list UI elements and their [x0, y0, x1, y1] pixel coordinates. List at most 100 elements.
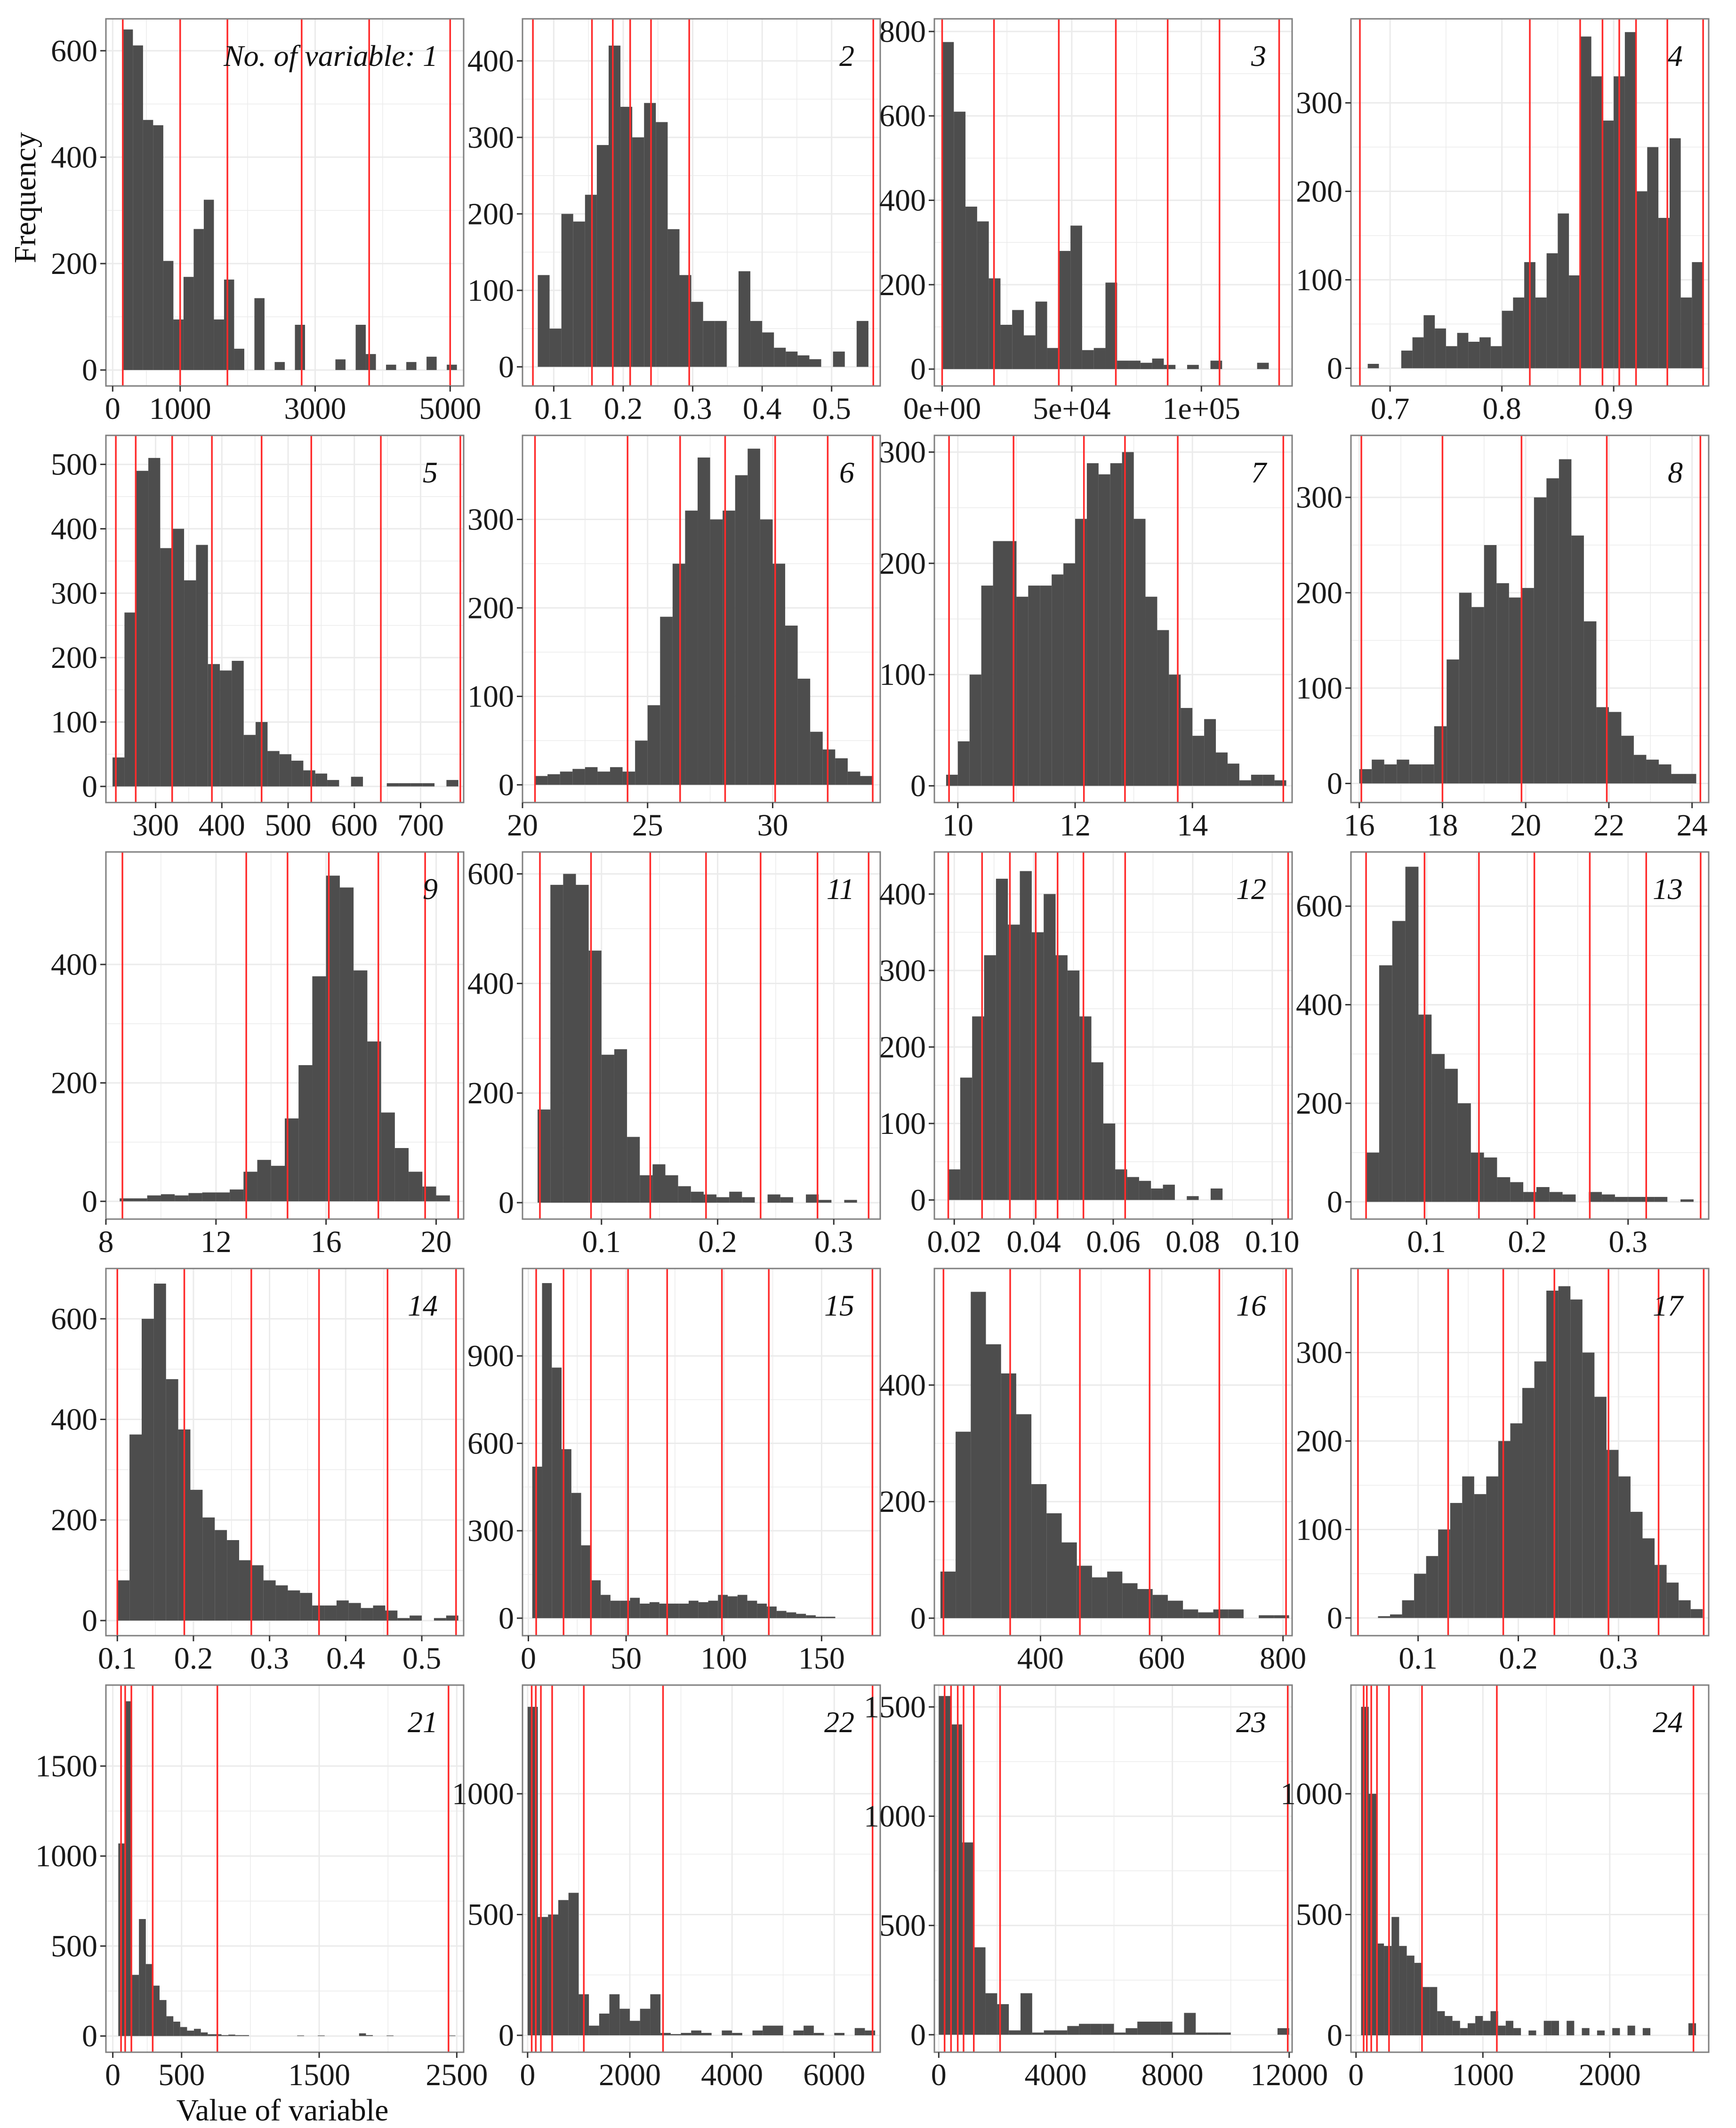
histogram-bar [381, 1112, 395, 1202]
histogram-bar [1688, 2023, 1696, 2036]
histogram-bar [147, 1195, 161, 1202]
histogram-bar [1152, 358, 1164, 369]
x-tick-label: 700 [397, 808, 444, 843]
histogram-bar [1628, 1196, 1641, 1202]
histogram-bar [161, 1194, 175, 1202]
histogram-bar [971, 1292, 986, 1618]
y-tick-label: 0 [82, 1184, 97, 1219]
histogram-bar [797, 355, 810, 367]
x-tick-label: 0 [105, 2058, 121, 2092]
histogram-bar [446, 1615, 458, 1621]
histogram-bar [542, 1283, 552, 1618]
histogram-bar [1397, 759, 1409, 784]
histogram-bar [767, 1194, 780, 1203]
histogram-bar [324, 1605, 337, 1621]
y-tick-label: 0 [1327, 2018, 1342, 2053]
histogram-bar [774, 347, 786, 367]
histogram-bar [560, 771, 573, 785]
histogram-bar [1052, 574, 1064, 786]
y-tick-label: 0 [82, 353, 97, 387]
histogram-bar [729, 1191, 742, 1203]
y-tick-label: 200 [51, 247, 97, 281]
histogram-bar [1079, 1016, 1092, 1200]
panel-11: 0.1 0.2 0.3 0 200 400 600 11 [467, 851, 881, 1259]
histogram-bar [1509, 597, 1522, 784]
histogram-bar [160, 2000, 167, 2036]
x-tick-label: 0.4 [326, 1641, 365, 1676]
histogram-bar [339, 887, 354, 1202]
histogram-bar [1129, 361, 1141, 369]
histogram-bar [203, 200, 214, 370]
x-tick-label: 500 [158, 2058, 205, 2092]
histogram-bar [591, 1580, 601, 1618]
histogram-bar [434, 1618, 446, 1621]
histogram-bar [399, 783, 411, 787]
histogram-bar [1274, 1615, 1289, 1618]
histogram-bar [1020, 871, 1032, 1200]
histogram-bar [1624, 32, 1636, 369]
histogram-bar [193, 229, 204, 370]
histogram-bar [1658, 764, 1672, 784]
x-tick-label: 0.3 [1608, 1225, 1648, 1259]
histogram-bar [446, 780, 458, 787]
histogram-bar [394, 1148, 409, 1202]
panel-frame [1350, 434, 1710, 803]
histogram-bar [860, 776, 873, 785]
y-tick-label: 200 [467, 591, 514, 626]
panel-number-label: 14 [408, 1289, 438, 1322]
histogram-bar [221, 2035, 229, 2036]
histogram-bar [1251, 774, 1263, 786]
histogram-bar [701, 2032, 712, 2036]
histogram-bar [145, 1964, 153, 2036]
histogram-bar [1047, 348, 1059, 369]
x-tick-label: 0.2 [174, 1641, 213, 1676]
histogram-bar [825, 1616, 836, 1618]
y-tick-label: 200 [1296, 576, 1342, 610]
histogram-bar [1618, 1476, 1631, 1618]
histogram-bar [589, 2025, 599, 2036]
histogram-bar [1055, 2030, 1068, 2035]
panel-background [934, 1685, 1292, 2052]
histogram-bar [355, 325, 366, 370]
y-tick-label: 0 [1327, 1601, 1342, 1635]
histogram-bar [1534, 1361, 1547, 1618]
x-tick-label: 5000 [419, 392, 481, 426]
y-tick-label: 400 [467, 966, 514, 1001]
histogram-bar [715, 321, 727, 367]
histogram-bar [1157, 630, 1169, 786]
histogram-bar [422, 783, 435, 787]
y-tick-label: 100 [1296, 671, 1342, 706]
x-tick-label: 30 [757, 808, 788, 843]
histogram-bar [1692, 262, 1704, 369]
histogram-bar [847, 771, 860, 785]
y-tick-label: 500 [1296, 1898, 1342, 1932]
histogram-bar [1646, 759, 1659, 784]
histogram-bar [737, 1595, 747, 1618]
panel-frame [522, 434, 881, 803]
histogram-bar [175, 1195, 189, 1202]
histogram-bar [1160, 2022, 1173, 2035]
histogram-bar [275, 1585, 288, 1621]
histogram-bar [644, 103, 656, 367]
histogram-bar [735, 475, 748, 785]
histogram-bar [1031, 1484, 1047, 1618]
histogram-bar [1169, 675, 1181, 786]
histogram-bar [297, 2035, 304, 2036]
y-tick-label: 0 [498, 768, 514, 802]
histogram-bar [1412, 337, 1424, 369]
histogram-bar [672, 563, 685, 785]
histogram-bar [822, 749, 836, 785]
histogram-bar [1589, 1192, 1602, 1202]
histogram-bar [1187, 365, 1199, 369]
x-tick-label: 24 [1677, 808, 1708, 843]
y-tick-label: 500 [51, 448, 97, 482]
histogram-bar [1468, 342, 1480, 369]
panel-1: 0 1000 3000 5000 0 200 400 600 No. of variable: … [51, 18, 481, 426]
histogram-bar [1210, 361, 1222, 369]
x-tick-label: 0 [931, 2058, 947, 2092]
y-tick-label: 200 [51, 1066, 97, 1100]
histogram-bar [386, 783, 399, 787]
histogram-bar [1543, 2021, 1551, 2036]
histogram-bar [153, 125, 163, 370]
